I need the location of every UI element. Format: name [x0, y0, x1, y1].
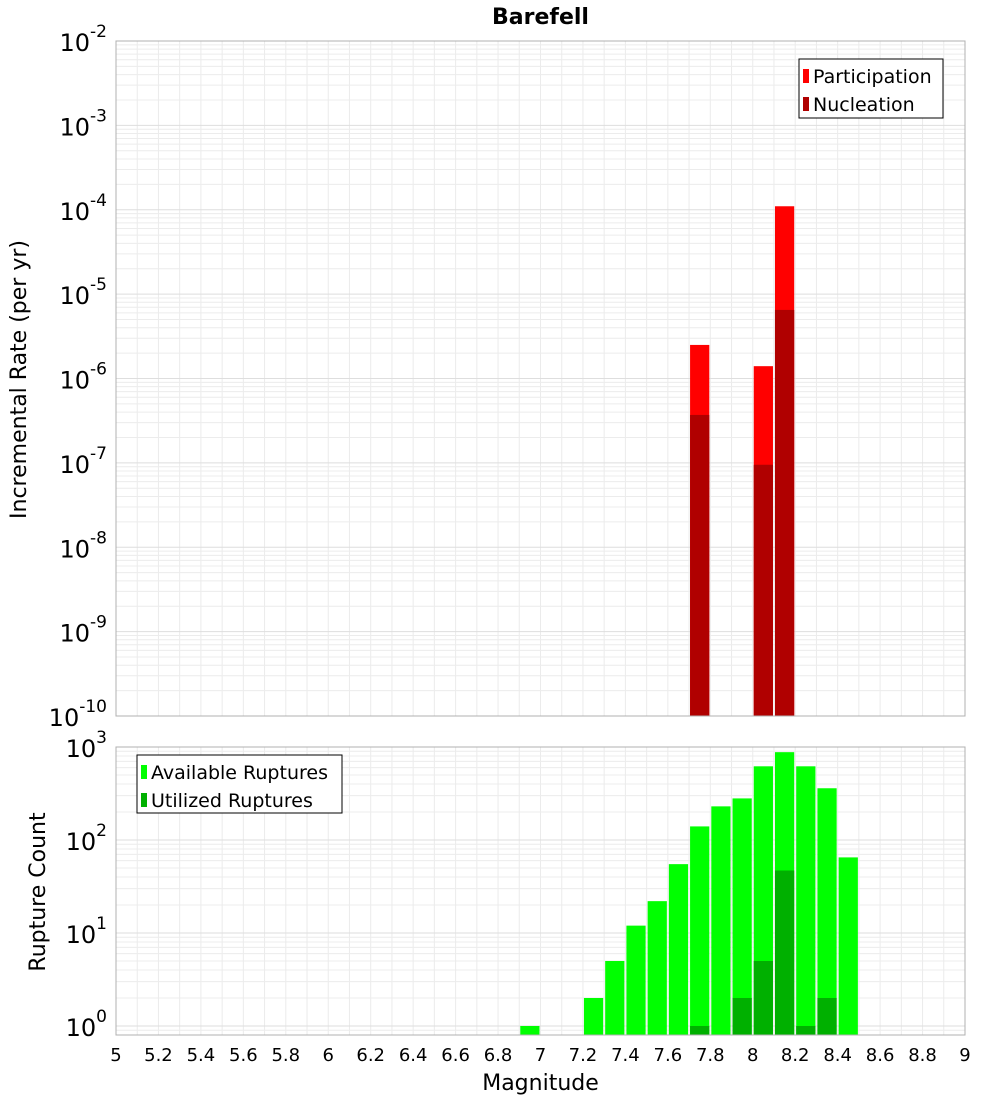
y-tick-label: 10-7: [60, 444, 108, 479]
bar-available-ruptures: [626, 925, 646, 1035]
legend-swatch: [141, 765, 147, 779]
bar-available-ruptures: [796, 766, 816, 1035]
x-tick-label: 6.2: [356, 1045, 385, 1066]
bar-utilized-ruptures: [732, 997, 752, 1035]
bar-utilized-ruptures: [774, 870, 795, 1035]
x-tick-label: 7.8: [696, 1045, 725, 1066]
x-tick-label: 5.8: [271, 1045, 300, 1066]
y-tick-label: 10-10: [49, 697, 107, 732]
y-tick-label: 10-2: [60, 22, 108, 57]
y-tick-label: 102: [66, 821, 107, 856]
x-tick-label: 5.2: [144, 1045, 173, 1066]
bar-utilized-ruptures: [817, 997, 837, 1035]
x-tick-label: 5: [110, 1045, 121, 1066]
bar-utilized-ruptures: [753, 960, 773, 1035]
y-tick-label: 100: [66, 1007, 107, 1042]
x-tick-label: 8.4: [823, 1045, 852, 1066]
plot-border-bottom: [115, 746, 966, 1036]
legend-box: [136, 754, 343, 814]
x-tick-label: 7.6: [654, 1045, 683, 1066]
legend-swatch: [803, 69, 809, 83]
x-tick-label: 7.2: [569, 1045, 598, 1066]
bar-available-ruptures: [605, 960, 625, 1035]
bar-available-ruptures: [817, 788, 837, 1035]
legend-label: Participation: [813, 66, 932, 88]
bar-nucleation: [690, 414, 710, 716]
x-tick-label: 6.4: [399, 1045, 428, 1066]
y-tick-label: 10-5: [60, 275, 108, 310]
x-tick-label: 7: [535, 1045, 546, 1066]
x-tick-label: 7.4: [611, 1045, 640, 1066]
bar-available-ruptures: [838, 857, 858, 1035]
x-tick-label: 5.6: [229, 1045, 258, 1066]
x-tick-label: 8: [747, 1045, 758, 1066]
x-tick-label: 6.8: [484, 1045, 513, 1066]
bar-utilized-ruptures: [690, 1025, 710, 1035]
legend-label: Utilized Ruptures: [151, 790, 313, 812]
bar-available-ruptures: [520, 1025, 540, 1035]
bar-available-ruptures: [668, 864, 689, 1035]
bar-nucleation: [774, 309, 795, 716]
legend-label: Available Ruptures: [151, 762, 328, 784]
bar-nucleation: [753, 464, 773, 716]
bar-available-ruptures: [690, 826, 710, 1035]
plot-border-top: [115, 40, 966, 717]
legend-swatch: [141, 793, 147, 807]
y-axis-label-top: Incremental Rate (per yr): [7, 240, 32, 519]
bar-available-ruptures: [732, 798, 752, 1035]
legend-swatch: [803, 97, 809, 111]
y-tick-label: 101: [66, 914, 107, 949]
bar-available-ruptures: [647, 901, 667, 1035]
y-tick-label: 10-8: [60, 528, 108, 563]
x-tick-label: 5.4: [187, 1045, 216, 1066]
x-tick-label: 6.6: [441, 1045, 470, 1066]
x-axis-label: Magnitude: [482, 1071, 599, 1096]
chart-title: Barefell: [492, 5, 589, 30]
bar-available-ruptures: [711, 806, 731, 1035]
y-tick-label: 10-4: [60, 191, 108, 226]
x-tick-label: 8.8: [908, 1045, 937, 1066]
x-tick-label: 6: [323, 1045, 334, 1066]
bar-available-ruptures: [583, 997, 604, 1035]
x-tick-label: 9: [959, 1045, 970, 1066]
x-tick-label: 8.6: [866, 1045, 895, 1066]
x-tick-label: 8.2: [781, 1045, 810, 1066]
y-tick-label: 10-3: [60, 106, 108, 141]
y-tick-label: 103: [66, 728, 107, 763]
legend-box: [798, 58, 944, 119]
y-tick-label: 10-9: [60, 613, 108, 648]
legend-label: Nucleation: [813, 94, 915, 116]
y-axis-label-bottom: Rupture Count: [26, 812, 51, 972]
y-tick-label: 10-6: [60, 360, 108, 395]
bar-utilized-ruptures: [796, 1025, 816, 1035]
